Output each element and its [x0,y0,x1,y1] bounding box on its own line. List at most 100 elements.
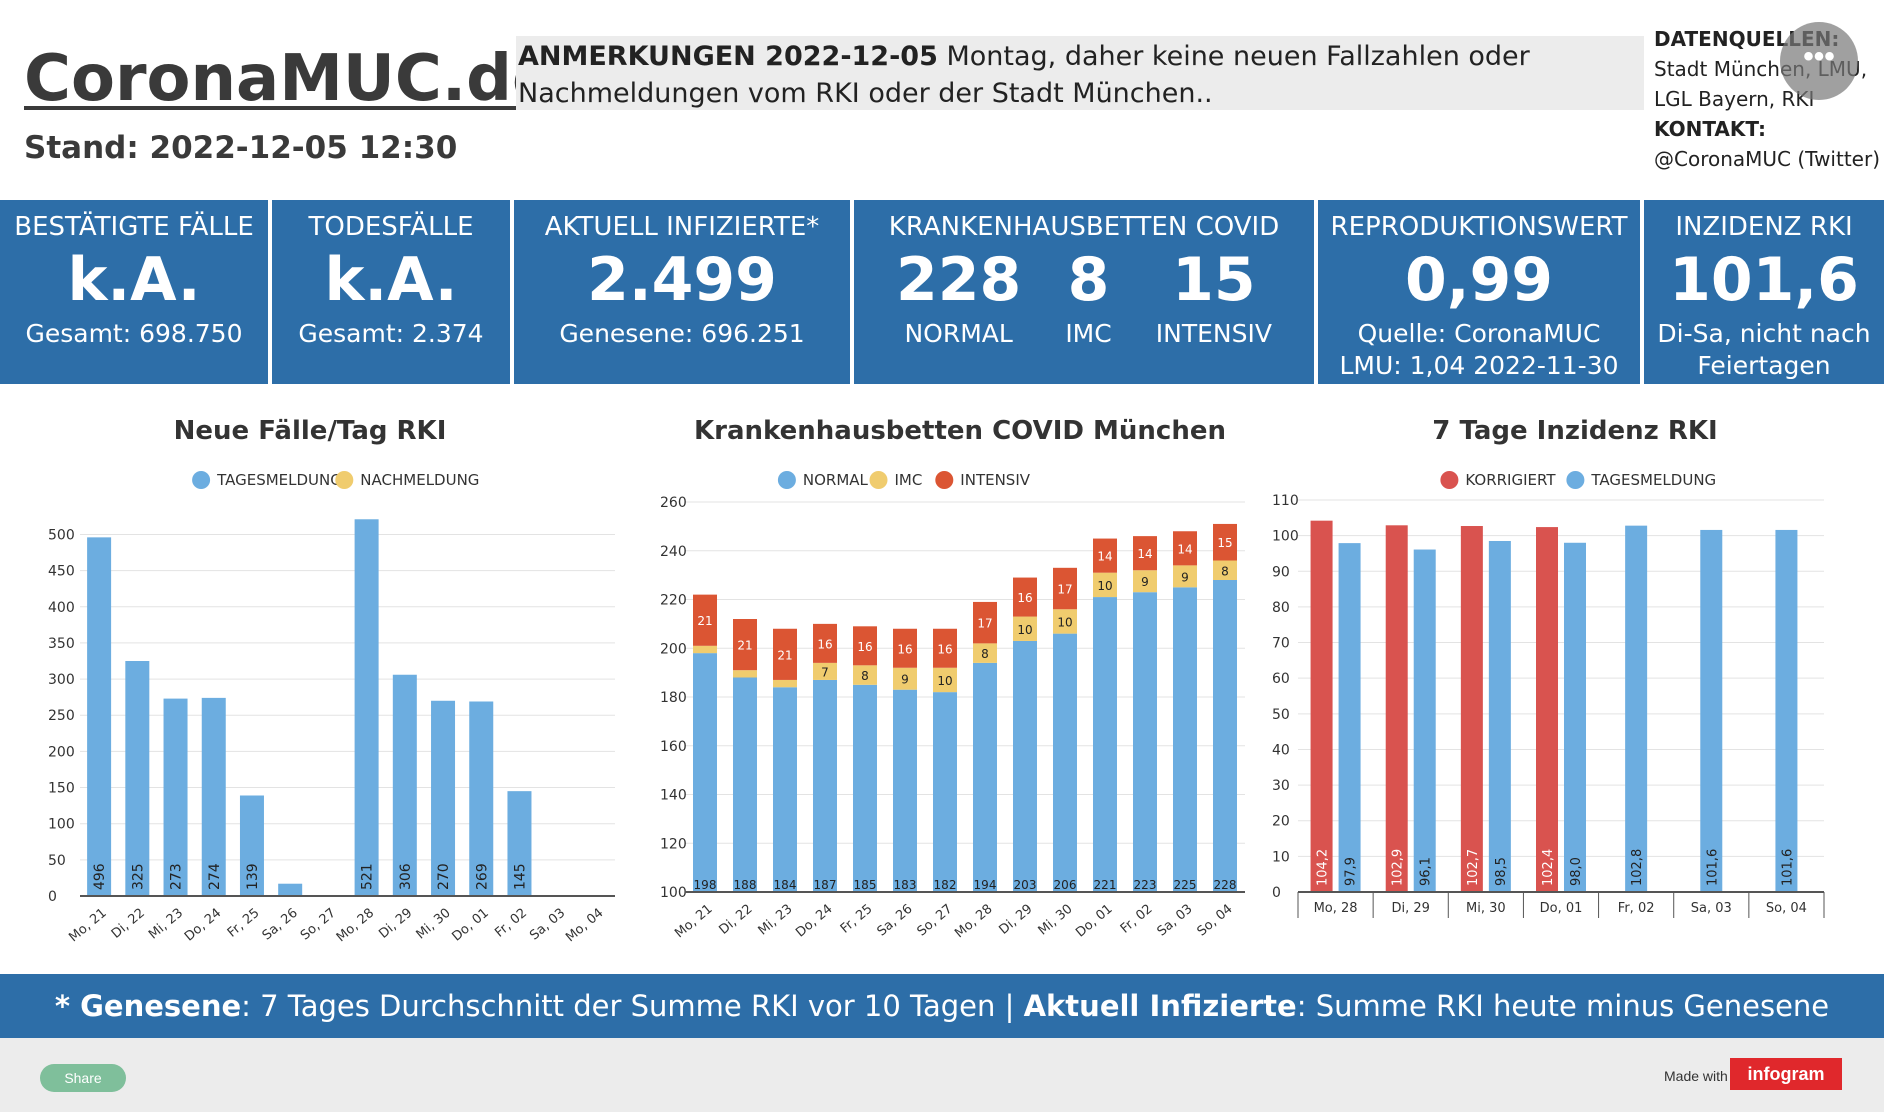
bar-imc [933,667,957,693]
y-tick-label: 180 [660,690,687,706]
bar-intensive-label: 15 [1217,536,1232,550]
bar-imc-label: 9 [901,673,909,687]
bar-imc-label: 10 [1057,615,1072,629]
bar-tagesmeldung [1488,540,1511,892]
bar-intensive [1013,577,1037,617]
beds-breakdown: 228 NORMAL 8 IMC 15 INTENSIV [854,242,1314,350]
bar-korrigiert-label: 104,2 [1316,849,1331,886]
y-tick-label: 10 [1272,849,1290,865]
kpi-row: BESTÄTIGTE FÄLLE k.A. Gesamt: 698.750 TO… [0,200,1884,384]
x-tick-label: Fr, 25 [225,906,263,941]
bar-intensive [813,623,837,663]
x-tick-label: Do, 01 [449,906,491,945]
bar-normal [693,653,717,892]
legend-label: KORRIGIERT [1465,471,1556,489]
bar-normal-label: 225 [1174,878,1197,892]
y-tick-label: 40 [1272,742,1290,758]
beds-imc-label: IMC [1065,319,1112,348]
bar-intensive-label: 21 [777,648,792,662]
made-with-label: Made with [1664,1068,1728,1084]
site-logo-link[interactable]: CoronaMUC.de [24,42,556,116]
bar-data-label: 521 [360,863,376,890]
x-tick-label: Di, 22 [716,902,755,938]
kpi-title: REPRODUKTIONSWERT [1330,212,1628,242]
y-tick-label: 70 [1272,636,1290,652]
bar-tagesmeldung-label: 96,1 [1419,857,1434,886]
bar-data-label: 274 [207,863,223,890]
kpi-incidence: INZIDENZ RKI 101,6 Di-Sa, nicht nach Feie… [1644,200,1884,384]
x-tick-label: Mi, 23 [756,902,796,939]
legend-label: NACHMELDUNG [360,471,479,489]
bar-intensive-label: 14 [1137,547,1152,561]
bar-tagesmeldung-label: 98,5 [1494,857,1509,886]
beds-intensive-value: 15 [1172,245,1256,315]
contact-value[interactable]: @CoronaMUC (Twitter) [1654,147,1881,171]
x-tick-label: Mi, 23 [146,906,186,943]
x-tick-label: Do, 01 [1073,902,1115,941]
bar-intensive-label: 16 [937,642,952,656]
bar-intensive [773,628,797,680]
bar-korrigiert [1536,527,1558,892]
bar-data-label: 273 [169,863,185,890]
x-tick-label: Di, 22 [109,906,148,942]
bar-data-label: 145 [512,863,528,890]
x-tick-label: Mo, 28 [1314,901,1358,916]
bar-normal-label: 206 [1054,878,1077,892]
chart-new-cases: TAGESMELDUNG NACHMELDUNG 0 50 100 150 200 250 30… [48,471,615,946]
x-tick-label: Di, 29 [1391,901,1429,916]
bar-data-label: 270 [436,863,452,890]
x-tick-label: So, 04 [1766,901,1807,916]
bar-normal-label: 187 [814,878,837,892]
contact-label: KONTAKT: [1654,117,1766,141]
bar-intensive-label: 14 [1097,550,1112,564]
footer-text-2: : Summe RKI heute minus Genesene [1296,989,1830,1023]
x-tick-label: Sa, 26 [260,906,301,944]
y-tick-label: 110 [1272,493,1299,509]
bar-tagesmeldung [163,698,188,896]
bar-normal [1173,587,1197,892]
bar-normal-label: 198 [694,878,717,892]
y-tick-label: 260 [660,495,687,511]
x-tick-label: Mi, 30 [1036,902,1076,939]
kpi-sub: Quelle: CoronaMUC LMU: 1,04 2022-11-30 [1318,318,1640,382]
beds-imc: 8 IMC [1065,242,1111,350]
bar-intensive-label: 16 [817,637,832,651]
y-tick-label: 300 [48,672,75,688]
bar-normal [1133,592,1157,892]
legend-marker [869,471,888,489]
legend-label: TAGESMELDUNG [1590,471,1716,489]
x-tick-label: Mo, 21 [66,906,109,946]
bar-imc [733,670,757,678]
bar-tagesmeldung-label: 98,0 [1569,857,1584,886]
infogram-logo-link[interactable]: infogram [1730,1058,1842,1090]
legend-marker [1440,471,1459,489]
bar-normal [733,677,757,892]
y-tick-label: 120 [660,836,687,852]
bar-imc-label: 9 [1141,575,1149,589]
share-button[interactable]: Share [40,1064,126,1092]
bar-normal-label: 188 [734,878,757,892]
bar-normal [973,662,997,892]
bar-tagesmeldung [1775,529,1798,892]
bar-korrigiert [1310,520,1333,892]
kpi-title: AKTUELL INFIZIERTE* [544,212,820,242]
kpi-deaths: TODESFÄLLE k.A. Gesamt: 2.374 [272,200,510,384]
bar-intensive [1053,567,1077,610]
kpi-sub-line-1: Di-Sa, nicht nach [1657,319,1871,348]
bar-tagesmeldung [278,883,303,896]
legend-marker [935,471,954,489]
bar-normal-label: 228 [1214,878,1237,892]
bar-normal-label: 185 [854,878,877,892]
x-tick-label: Di, 29 [996,902,1035,938]
kpi-sub-line-2: LMU: 1,04 2022-11-30 [1339,351,1619,380]
bar-tagesmeldung [239,795,264,896]
kpi-confirmed-cases: BESTÄTIGTE FÄLLE k.A. Gesamt: 698.750 [0,200,268,384]
kpi-sub: Genesene: 696.251 [559,319,805,348]
header: CoronaMUC.de Stand: 2022-12-05 12:30 ANM… [0,0,1884,200]
bar-tagesmeldung-label: 102,8 [1630,849,1645,886]
beds-normal: 228 NORMAL [896,242,1021,350]
bar-normal-label: 183 [894,878,917,892]
bar-intensive-label: 16 [857,640,872,654]
more-options-button[interactable]: ••• [1780,22,1858,100]
x-tick-label: So, 27 [298,906,339,944]
